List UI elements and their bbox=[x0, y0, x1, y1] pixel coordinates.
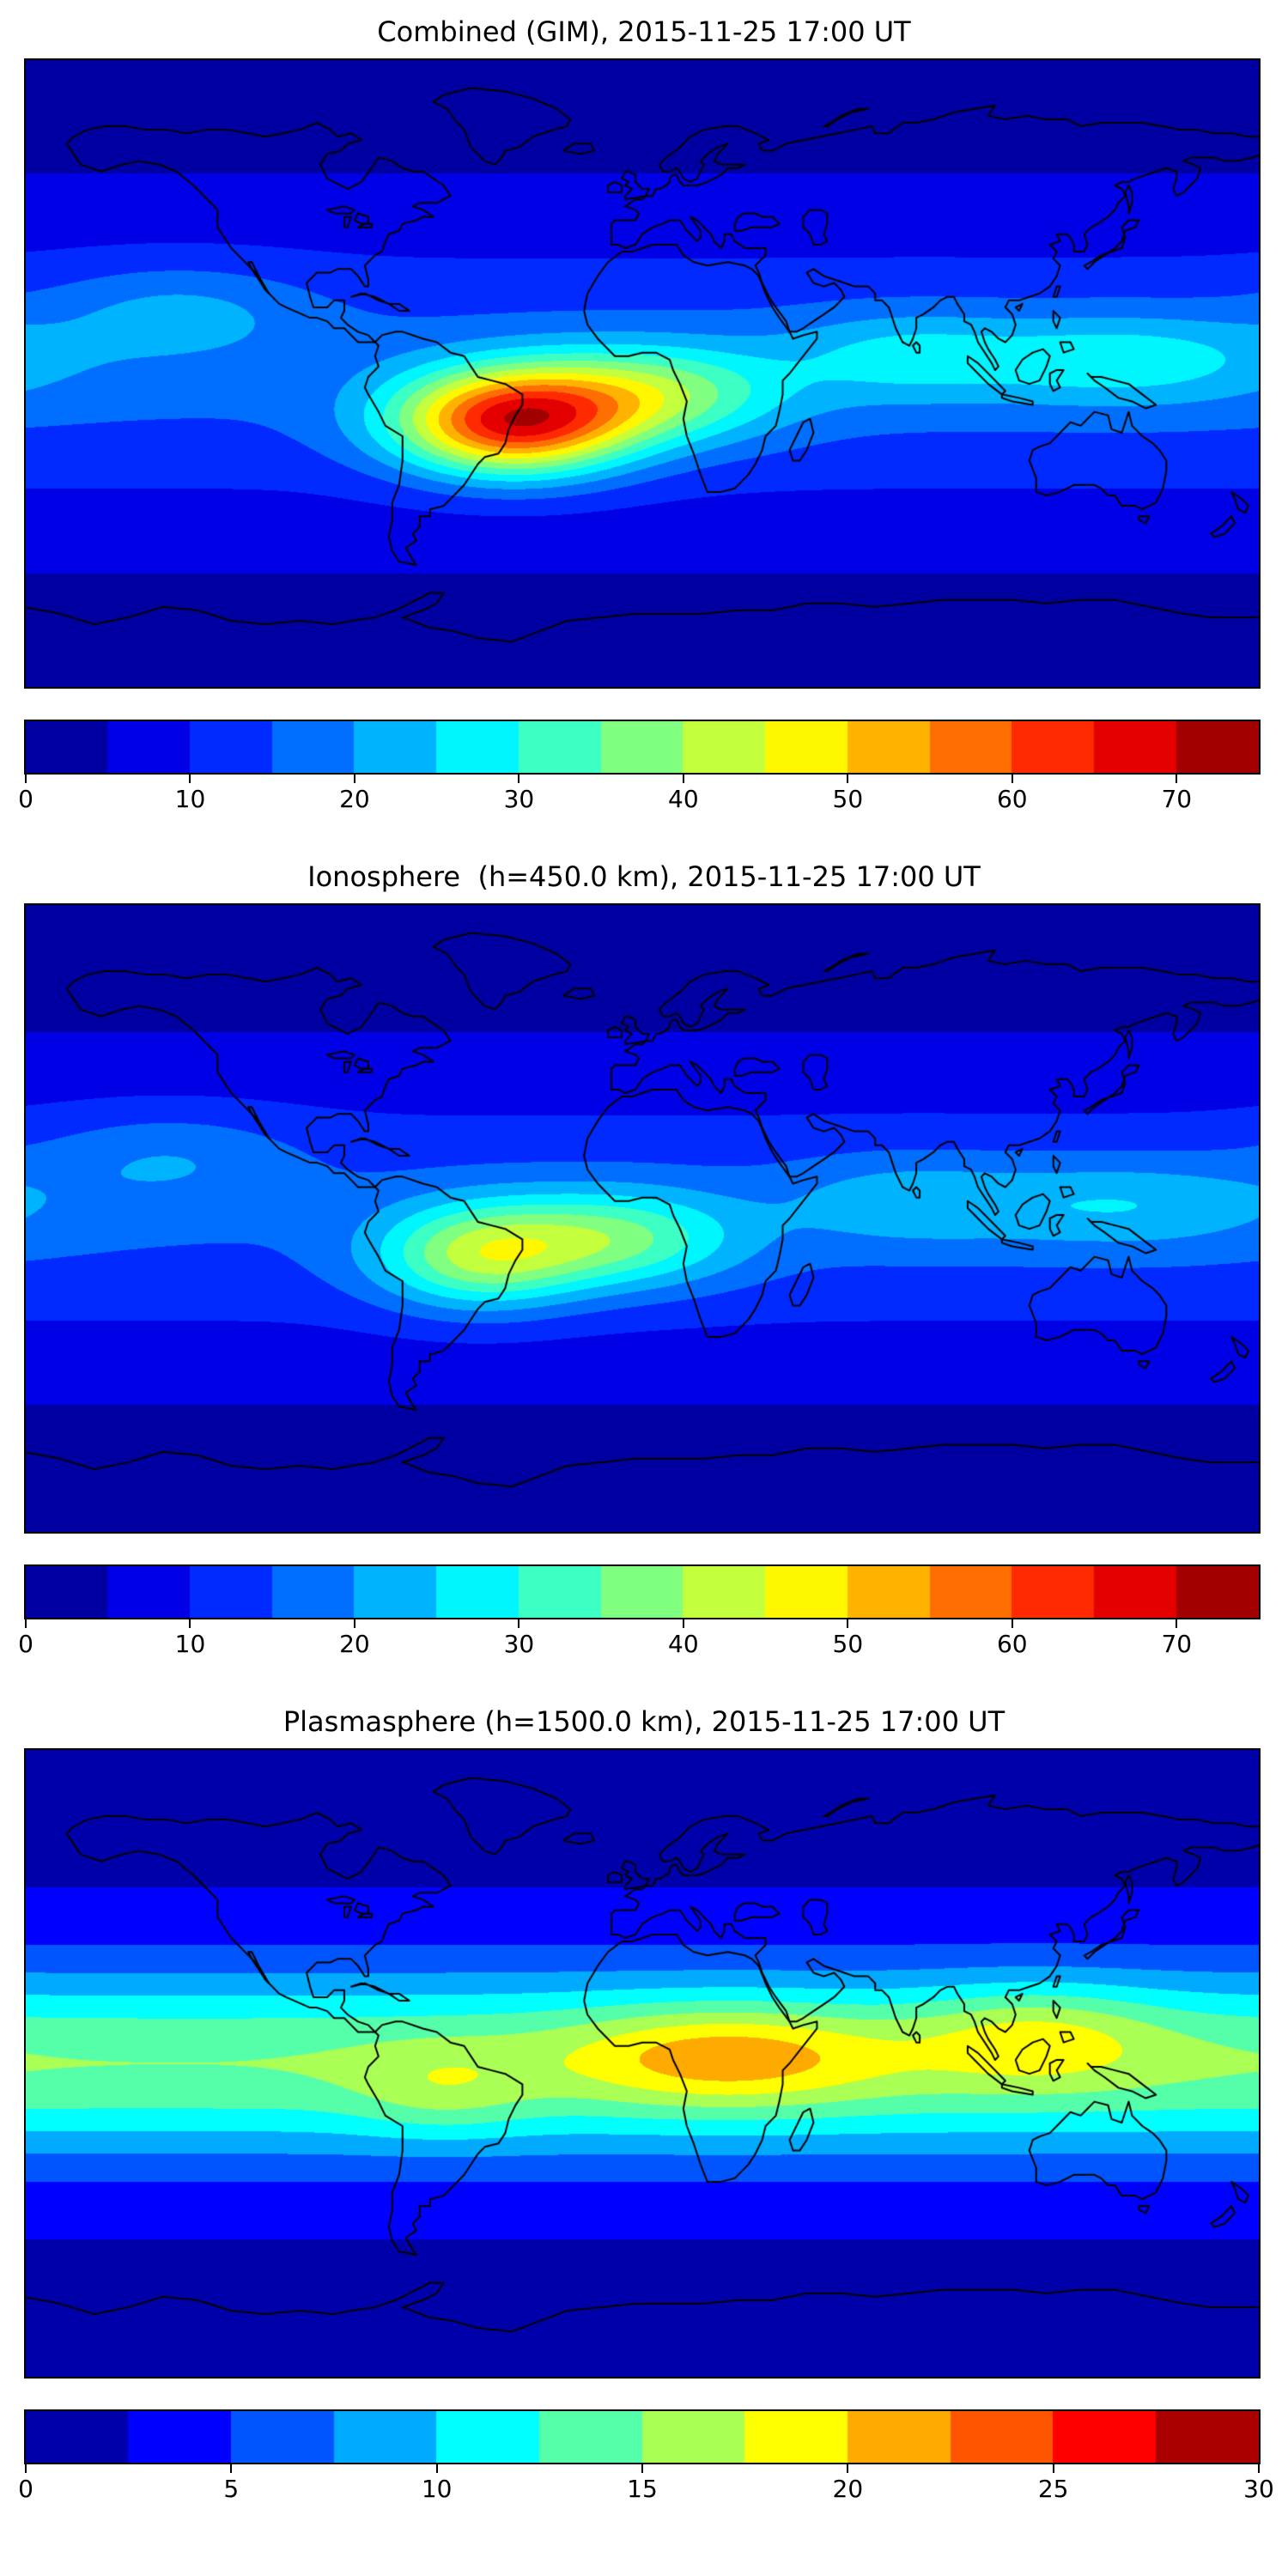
colorbar-tick-label: 15 bbox=[627, 2475, 658, 2503]
colorbar-tick bbox=[189, 775, 191, 783]
colorbar-canvas-ionosphere bbox=[24, 1564, 1261, 1619]
map-canvas-combined bbox=[24, 58, 1261, 689]
colorbar-tick-label: 60 bbox=[996, 1630, 1028, 1658]
map-canvas-ionosphere bbox=[24, 903, 1261, 1534]
colorbar-tick-label: 10 bbox=[421, 2475, 453, 2503]
panel-combined-gim: Combined (GIM), 2015-11-25 17:00 UT 0 10 2… bbox=[0, 15, 1288, 816]
colorbar-tick-label: 25 bbox=[1037, 2475, 1069, 2503]
map-canvas-plasmasphere bbox=[24, 1748, 1261, 2379]
colorbar-tick-label: 50 bbox=[832, 785, 864, 813]
colorbar-tick-label: 20 bbox=[339, 785, 370, 813]
colorbar-tick-label: 70 bbox=[1161, 1630, 1193, 1658]
panel-title-ionosphere: Ionosphere (h=450.0 km), 2015-11-25 17:0… bbox=[307, 860, 981, 893]
colorbar-tick-label: 30 bbox=[503, 785, 535, 813]
colorbar-tick bbox=[25, 1619, 27, 1628]
colorbar-tick bbox=[1011, 1619, 1013, 1628]
colorbar-tick bbox=[847, 1619, 849, 1628]
colorbar-tick-label: 0 bbox=[18, 785, 33, 813]
colorbar-ionosphere: 0 10 20 30 40 50 60 70 bbox=[18, 1564, 1264, 1661]
colorbar-tick-label: 10 bbox=[174, 785, 206, 813]
panel-title-plasmasphere: Plasmasphere (h=1500.0 km), 2015-11-25 1… bbox=[283, 1705, 1005, 1738]
colorbar-tick bbox=[353, 1619, 355, 1628]
colorbar-tick-label: 5 bbox=[223, 2475, 240, 2503]
colorbar-tick bbox=[682, 775, 684, 783]
colorbar-tick bbox=[847, 775, 849, 783]
colorbar-tick bbox=[518, 775, 520, 783]
colorbar-combined: 0 10 20 30 40 50 60 70 bbox=[18, 720, 1264, 816]
colorbar-tick bbox=[1052, 2464, 1054, 2473]
colorbar-tick bbox=[353, 775, 355, 783]
colorbar-tick-label: 70 bbox=[1161, 785, 1193, 813]
colorbar-tick bbox=[230, 2464, 233, 2473]
colorbar-tick bbox=[189, 1619, 191, 1628]
figure: Combined (GIM), 2015-11-25 17:00 UT 0 10 2… bbox=[0, 15, 1288, 2506]
colorbar-plasmasphere: 0 5 10 15 20 25 30 bbox=[18, 2409, 1274, 2506]
colorbar-tick bbox=[1176, 1619, 1178, 1628]
colorbar-tick-label: 20 bbox=[339, 1630, 370, 1658]
colorbar-tick-label: 0 bbox=[18, 2475, 33, 2503]
colorbar-tick-label: 10 bbox=[174, 1630, 206, 1658]
colorbar-tick-label: 20 bbox=[832, 2475, 864, 2503]
panel-ionosphere: Ionosphere (h=450.0 km), 2015-11-25 17:0… bbox=[0, 860, 1288, 1661]
colorbar-tick-label: 40 bbox=[668, 1630, 699, 1658]
colorbar-tick-label: 40 bbox=[668, 785, 699, 813]
colorbar-tick bbox=[1176, 775, 1178, 783]
colorbar-tick bbox=[641, 2464, 643, 2473]
panel-plasmasphere: Plasmasphere (h=1500.0 km), 2015-11-25 1… bbox=[0, 1705, 1288, 2506]
colorbar-tick bbox=[847, 2464, 849, 2473]
colorbar-canvas-plasmasphere bbox=[24, 2409, 1261, 2464]
colorbar-tick bbox=[1011, 775, 1013, 783]
colorbar-tick bbox=[435, 2464, 438, 2473]
colorbar-canvas-combined bbox=[24, 720, 1261, 775]
colorbar-tick-label: 30 bbox=[1243, 2475, 1274, 2503]
colorbar-tick-label: 60 bbox=[996, 785, 1028, 813]
colorbar-tick bbox=[1258, 2464, 1260, 2473]
panel-title-combined: Combined (GIM), 2015-11-25 17:00 UT bbox=[377, 15, 911, 48]
colorbar-tick bbox=[518, 1619, 520, 1628]
colorbar-tick-label: 0 bbox=[18, 1630, 33, 1658]
colorbar-tick bbox=[25, 775, 27, 783]
colorbar-tick bbox=[25, 2464, 27, 2473]
colorbar-tick-label: 30 bbox=[503, 1630, 535, 1658]
colorbar-tick-label: 50 bbox=[832, 1630, 864, 1658]
colorbar-tick bbox=[682, 1619, 684, 1628]
